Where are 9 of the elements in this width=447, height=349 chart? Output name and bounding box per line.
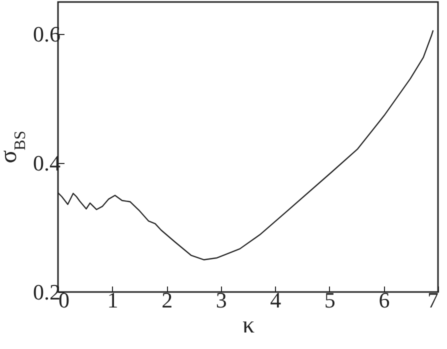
x-axis-title: κ <box>242 312 255 338</box>
x-tick-label: 5 <box>324 288 336 312</box>
x-tick-label: 0 <box>58 288 70 312</box>
x-tick-label: 1 <box>107 288 118 312</box>
x-tick-label: 6 <box>378 288 390 312</box>
x-tick-label: 4 <box>270 288 282 312</box>
x-tick-label: 7 <box>428 288 438 312</box>
x-tick-label: 3 <box>216 288 227 312</box>
x-tick-label: 2 <box>162 288 173 312</box>
